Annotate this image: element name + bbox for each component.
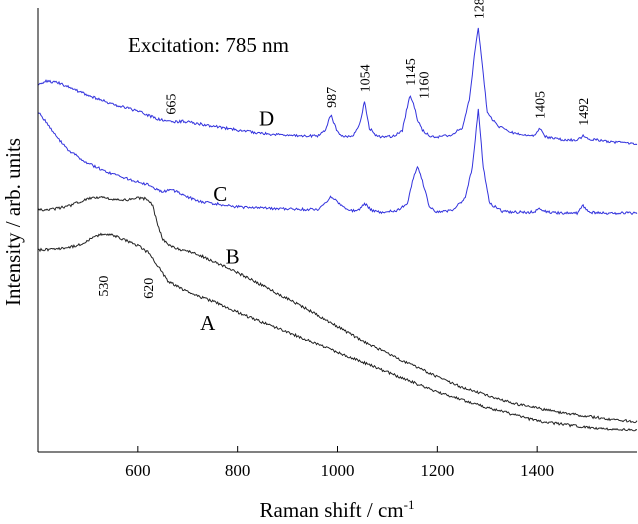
series-label-D: D <box>259 107 274 131</box>
series-line-C <box>37 108 638 216</box>
peak-label: 987 <box>325 87 340 108</box>
series-label-C: C <box>213 182 227 206</box>
peak-label: 1282 <box>472 0 487 19</box>
series-line-B <box>37 195 638 424</box>
x-axis-label: Raman shift / cm-1 <box>260 497 415 522</box>
x-tick-label: 1000 <box>321 461 355 480</box>
peak-label: 1405 <box>534 91 549 119</box>
peak-label: 1145 <box>404 58 419 85</box>
series-line-D <box>37 27 638 146</box>
peak-label: 530 <box>97 276 112 297</box>
excitation-annotation: Excitation: 785 nm <box>128 33 289 57</box>
peak-label: 1054 <box>359 64 374 92</box>
peak-label: 1160 <box>417 72 432 99</box>
y-axis-label: Intensity / arb. units <box>1 138 25 306</box>
axes-layer <box>37 8 637 453</box>
series-labels: A B C D <box>200 107 274 335</box>
peak-label: 620 <box>142 278 157 299</box>
x-tick-label: 600 <box>125 461 151 480</box>
series-layer <box>37 27 638 432</box>
x-tick-label: 800 <box>225 461 251 480</box>
series-label-B: B <box>226 244 240 268</box>
series-label-A: A <box>200 311 216 335</box>
x-axis-label-text: Raman shift / cm <box>260 498 404 522</box>
series-line-A <box>37 232 638 432</box>
x-tick-label: 1200 <box>420 461 454 480</box>
peak-label: 1492 <box>577 98 592 126</box>
x-tick-label: 1400 <box>520 461 554 480</box>
peak-label: 665 <box>164 94 179 115</box>
x-axis-label-superscript: -1 <box>404 497 415 512</box>
x-ticks: 600 800 1000 1200 1400 <box>125 446 554 480</box>
